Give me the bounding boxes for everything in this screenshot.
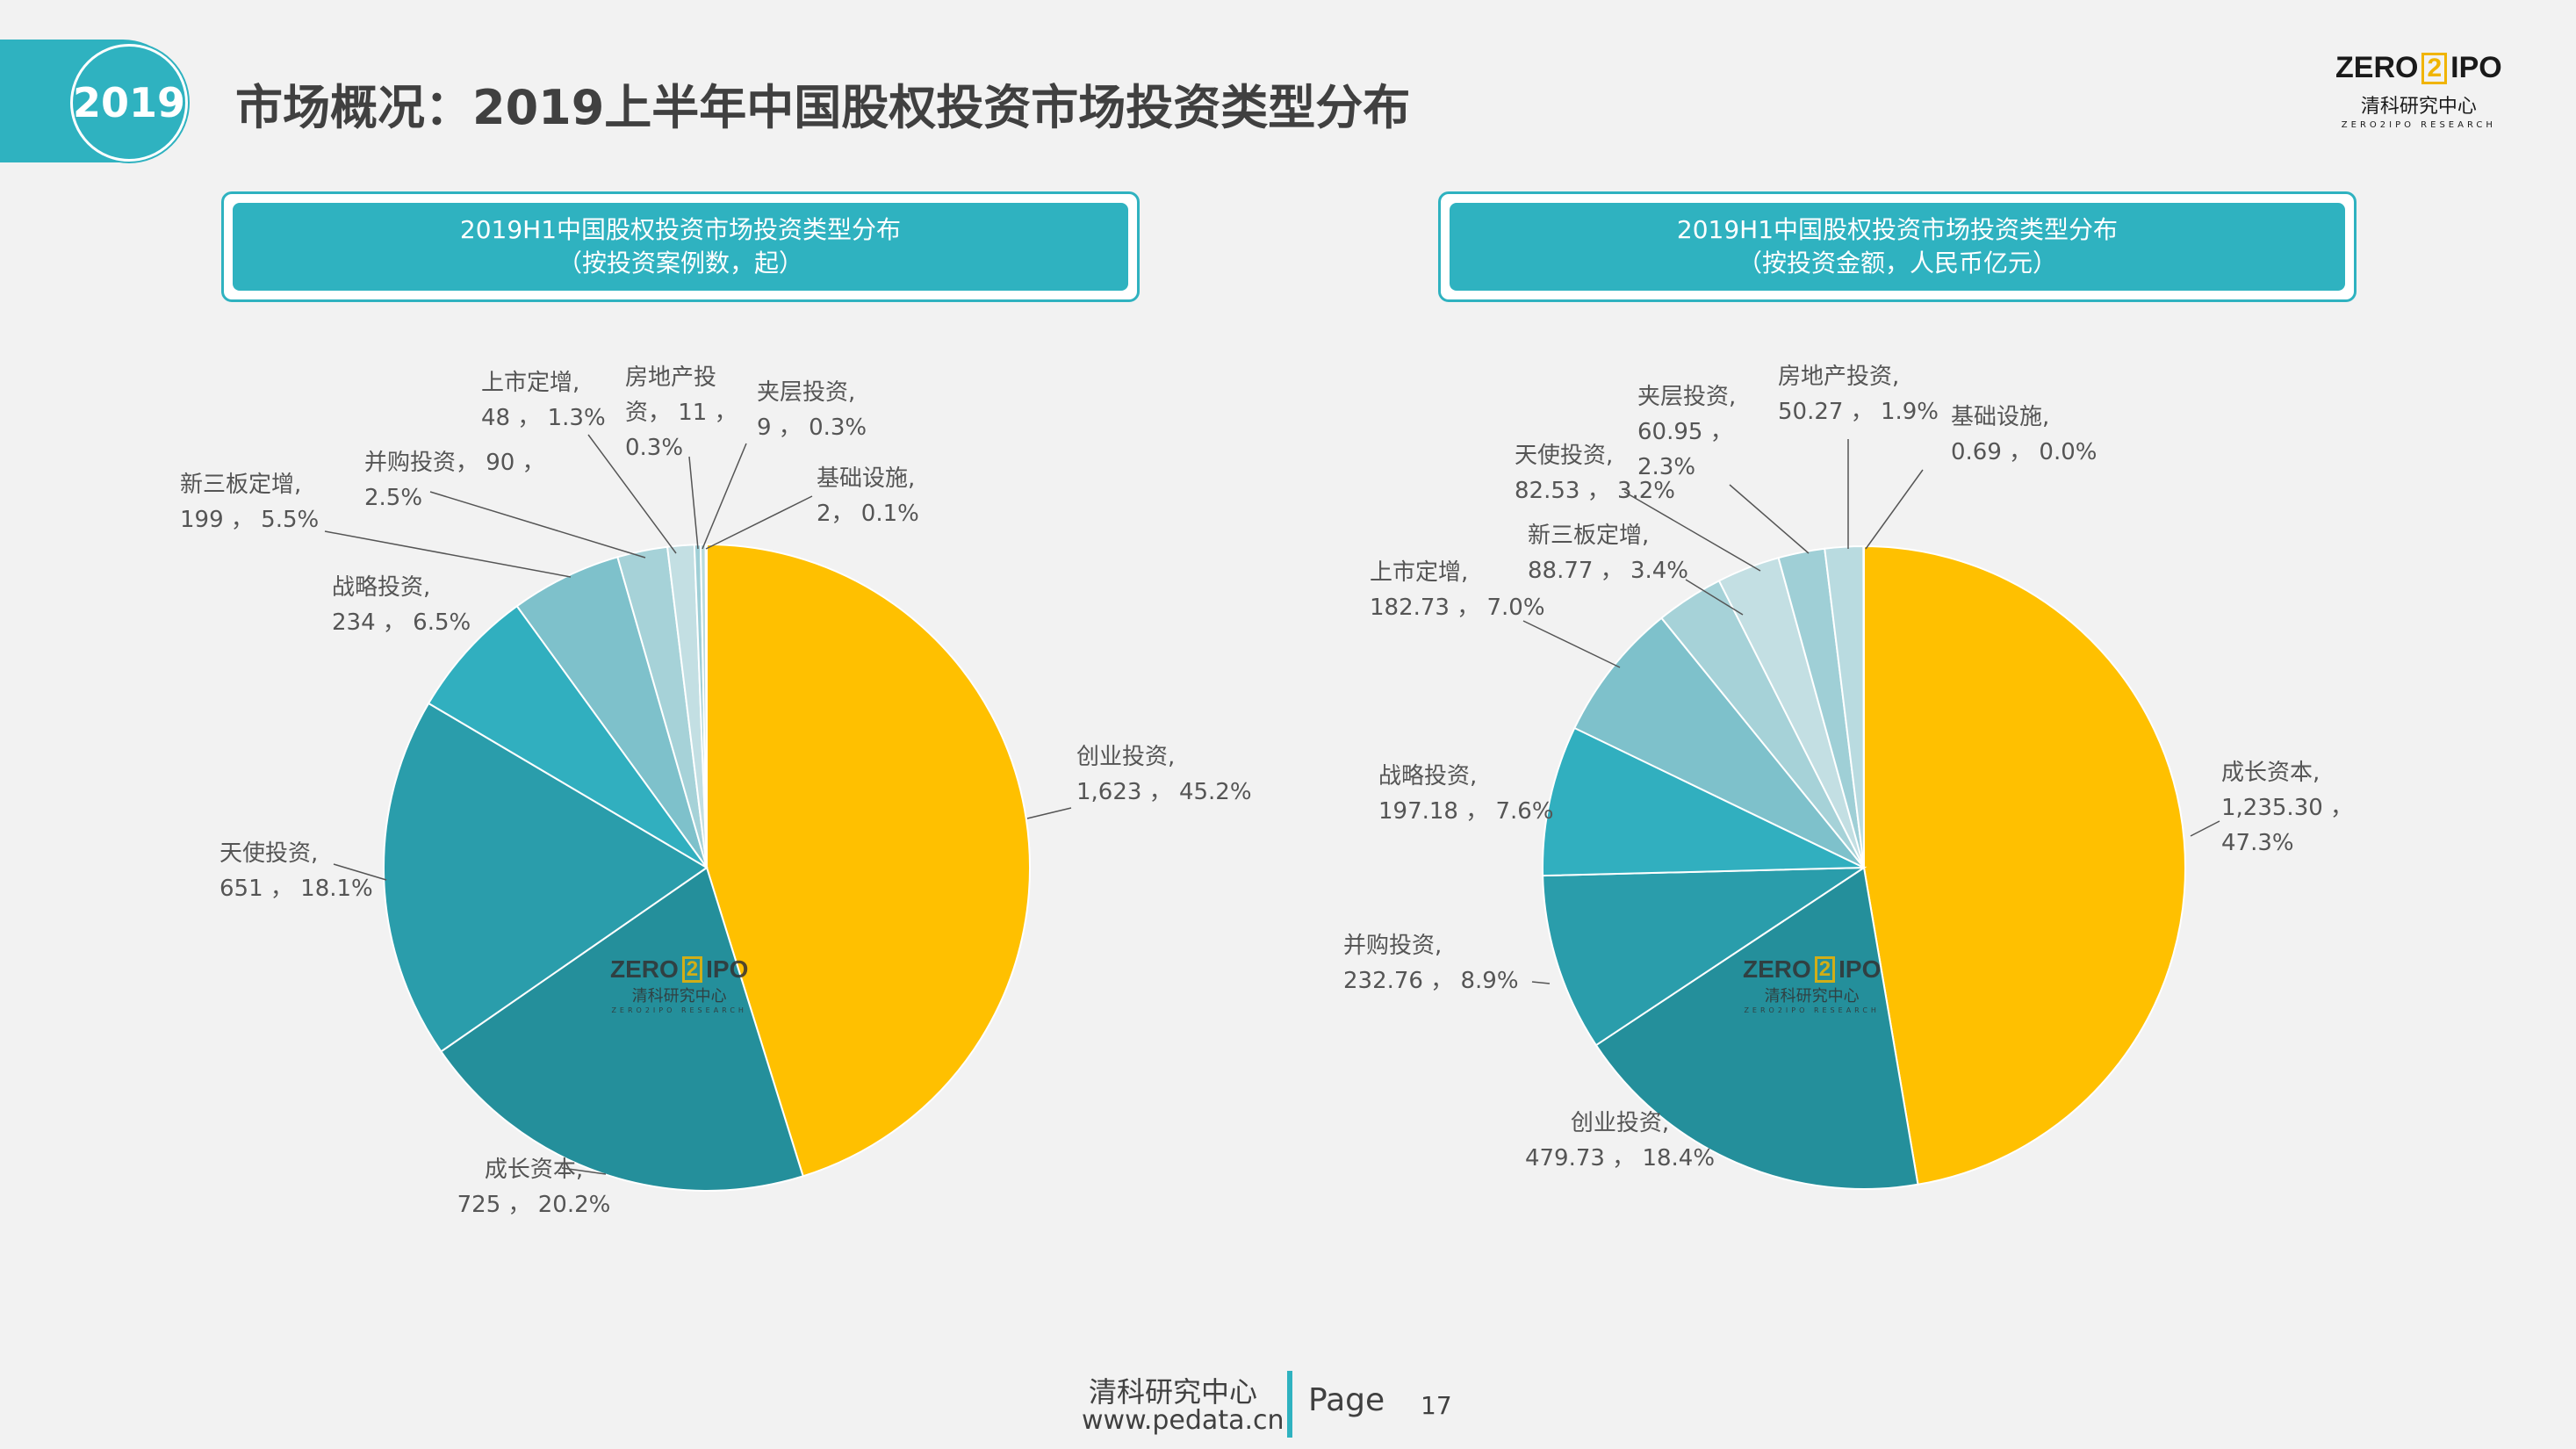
leader-line: [688, 456, 699, 550]
logo-text-right: IPO: [706, 955, 749, 983]
data-label: 上市定增, 182.73 ， 7.0%: [1370, 559, 1545, 621]
data-label: 创业投资, 479.73 ， 18.4%: [1525, 1110, 1715, 1171]
logo-cn-text: 清科研究中心: [2360, 96, 2477, 118]
pie-slice-amount-9: [1862, 544, 1865, 869]
panel-title-line2: （按投资案例数，起）: [557, 249, 803, 278]
leader-line: [1729, 484, 1810, 554]
data-label: 房地产投资, 50.27 ， 1.9%: [1778, 364, 1939, 425]
pie-slice-count-9: [704, 543, 708, 869]
leader-line: [429, 491, 646, 559]
data-label: 上市定增, 48 ， 1.3%: [481, 370, 606, 431]
leader-line: [1026, 807, 1072, 819]
data-label: 天使投资, 651 ， 18.1%: [219, 840, 373, 902]
panel-header-right: 2019H1中国股权投资市场投资类型分布 （按投资金额，人民币亿元）: [1438, 191, 2357, 302]
leader-line: [324, 530, 572, 578]
page-title: 市场概况：2019上半年中国股权投资市场投资类型分布: [235, 80, 1411, 135]
logo-text-right: IPO: [1838, 955, 1882, 983]
leader-line: [1685, 579, 1744, 616]
footer-page-label: Page: [1308, 1382, 1385, 1418]
data-label: 天使投资, 82.53 ， 3.2%: [1515, 443, 1675, 504]
pie-slice-count-3: [427, 604, 708, 869]
data-label: 夹层投资, 60.95 ， 2.3%: [1637, 384, 1736, 480]
data-label: 创业投资, 1,623 ， 45.2%: [1076, 744, 1252, 805]
data-label: 战略投资, 234 ， 6.5%: [332, 574, 471, 636]
watermark-logo-right: ZERO 2 IPO 清科研究中心 ZERO2IPO RESEARCH: [1743, 955, 1881, 1014]
panel-title-line2: （按投资金额，人民币亿元）: [1737, 249, 2057, 278]
data-label: 基础设施, 2， 0.1%: [817, 465, 919, 527]
footer-divider: [1287, 1371, 1292, 1438]
logo-en-text: ZERO2IPO RESEARCH: [2341, 120, 2496, 130]
leader-line: [1865, 469, 1924, 550]
data-label: 成长资本, 1,235.30 ， 47.3%: [2221, 760, 2353, 856]
leader-line: [1522, 620, 1621, 668]
data-label: 成长资本, 725 ， 20.2%: [457, 1157, 611, 1218]
data-label: 并购投资， 90 ， 2.5%: [364, 450, 545, 511]
leader-line: [705, 495, 813, 550]
leader-line: [1531, 981, 1551, 984]
pie-slice-amount-0: [1863, 544, 2186, 1186]
data-label: 新三板定增, 88.77 ， 3.4%: [1528, 523, 1688, 584]
pie-slice-amount-3: [1542, 726, 1865, 877]
leader-line: [1623, 491, 1761, 572]
leader-line: [702, 443, 747, 550]
logo-en-text: ZERO2IPO RESEARCH: [1744, 1006, 1880, 1014]
logo-text-left: ZERO: [2335, 51, 2419, 84]
data-label: 新三板定增, 199 ， 5.5%: [180, 472, 319, 533]
data-label: 基础设施, 0.69 ， 0.0%: [1951, 404, 2097, 465]
pie-slice-count-0: [706, 543, 1031, 1178]
logo-digit: 2: [2421, 52, 2448, 84]
pie-slice-amount-2: [1542, 866, 1867, 1047]
brand-logo: ZERO 2 IPO 清科研究中心 ZERO2IPO RESEARCH: [2335, 51, 2502, 130]
panel-title-line1: 2019H1中国股权投资市场投资类型分布: [1676, 215, 2119, 244]
panel-header-left: 2019H1中国股权投资市场投资类型分布 （按投资案例数，起）: [221, 191, 1140, 302]
logo-text-left: ZERO: [1743, 955, 1811, 983]
data-label: 并购投资, 232.76 ， 8.9%: [1343, 933, 1519, 994]
pie-slice-amount-4: [1573, 616, 1865, 869]
logo-cn-text: 清科研究中心: [1764, 987, 1860, 1006]
logo-digit: 2: [1814, 956, 1836, 983]
logo-text-left: ZERO: [610, 955, 679, 983]
panel-title-line1: 2019H1中国股权投资市场投资类型分布: [459, 215, 902, 244]
leader-line: [561, 1167, 607, 1175]
year-badge: 2019: [70, 44, 188, 162]
leader-line: [333, 863, 387, 881]
footer-page-number: 17: [1421, 1391, 1452, 1420]
data-label: 夹层投资, 9 ， 0.3%: [757, 379, 867, 441]
data-label: 战略投资, 197.18 ， 7.6%: [1378, 763, 1554, 825]
footer-website-link[interactable]: www.pedata.cn: [1082, 1405, 1284, 1436]
footer-org-name: 清科研究中心: [1089, 1375, 1258, 1409]
logo-cn-text: 清科研究中心: [631, 987, 727, 1006]
watermark-logo-left: ZERO 2 IPO 清科研究中心 ZERO2IPO RESEARCH: [610, 955, 748, 1014]
leader-line: [2190, 820, 2220, 837]
logo-digit: 2: [681, 956, 703, 983]
logo-text-right: IPO: [2450, 51, 2502, 84]
data-label: 房地产投资， 11 ， 0.3%: [625, 364, 738, 461]
pie-slice-amount-1: [1594, 866, 1919, 1191]
pie-slice-count-4: [515, 556, 708, 869]
leader-line: [587, 434, 677, 554]
logo-en-text: ZERO2IPO RESEARCH: [611, 1006, 747, 1014]
